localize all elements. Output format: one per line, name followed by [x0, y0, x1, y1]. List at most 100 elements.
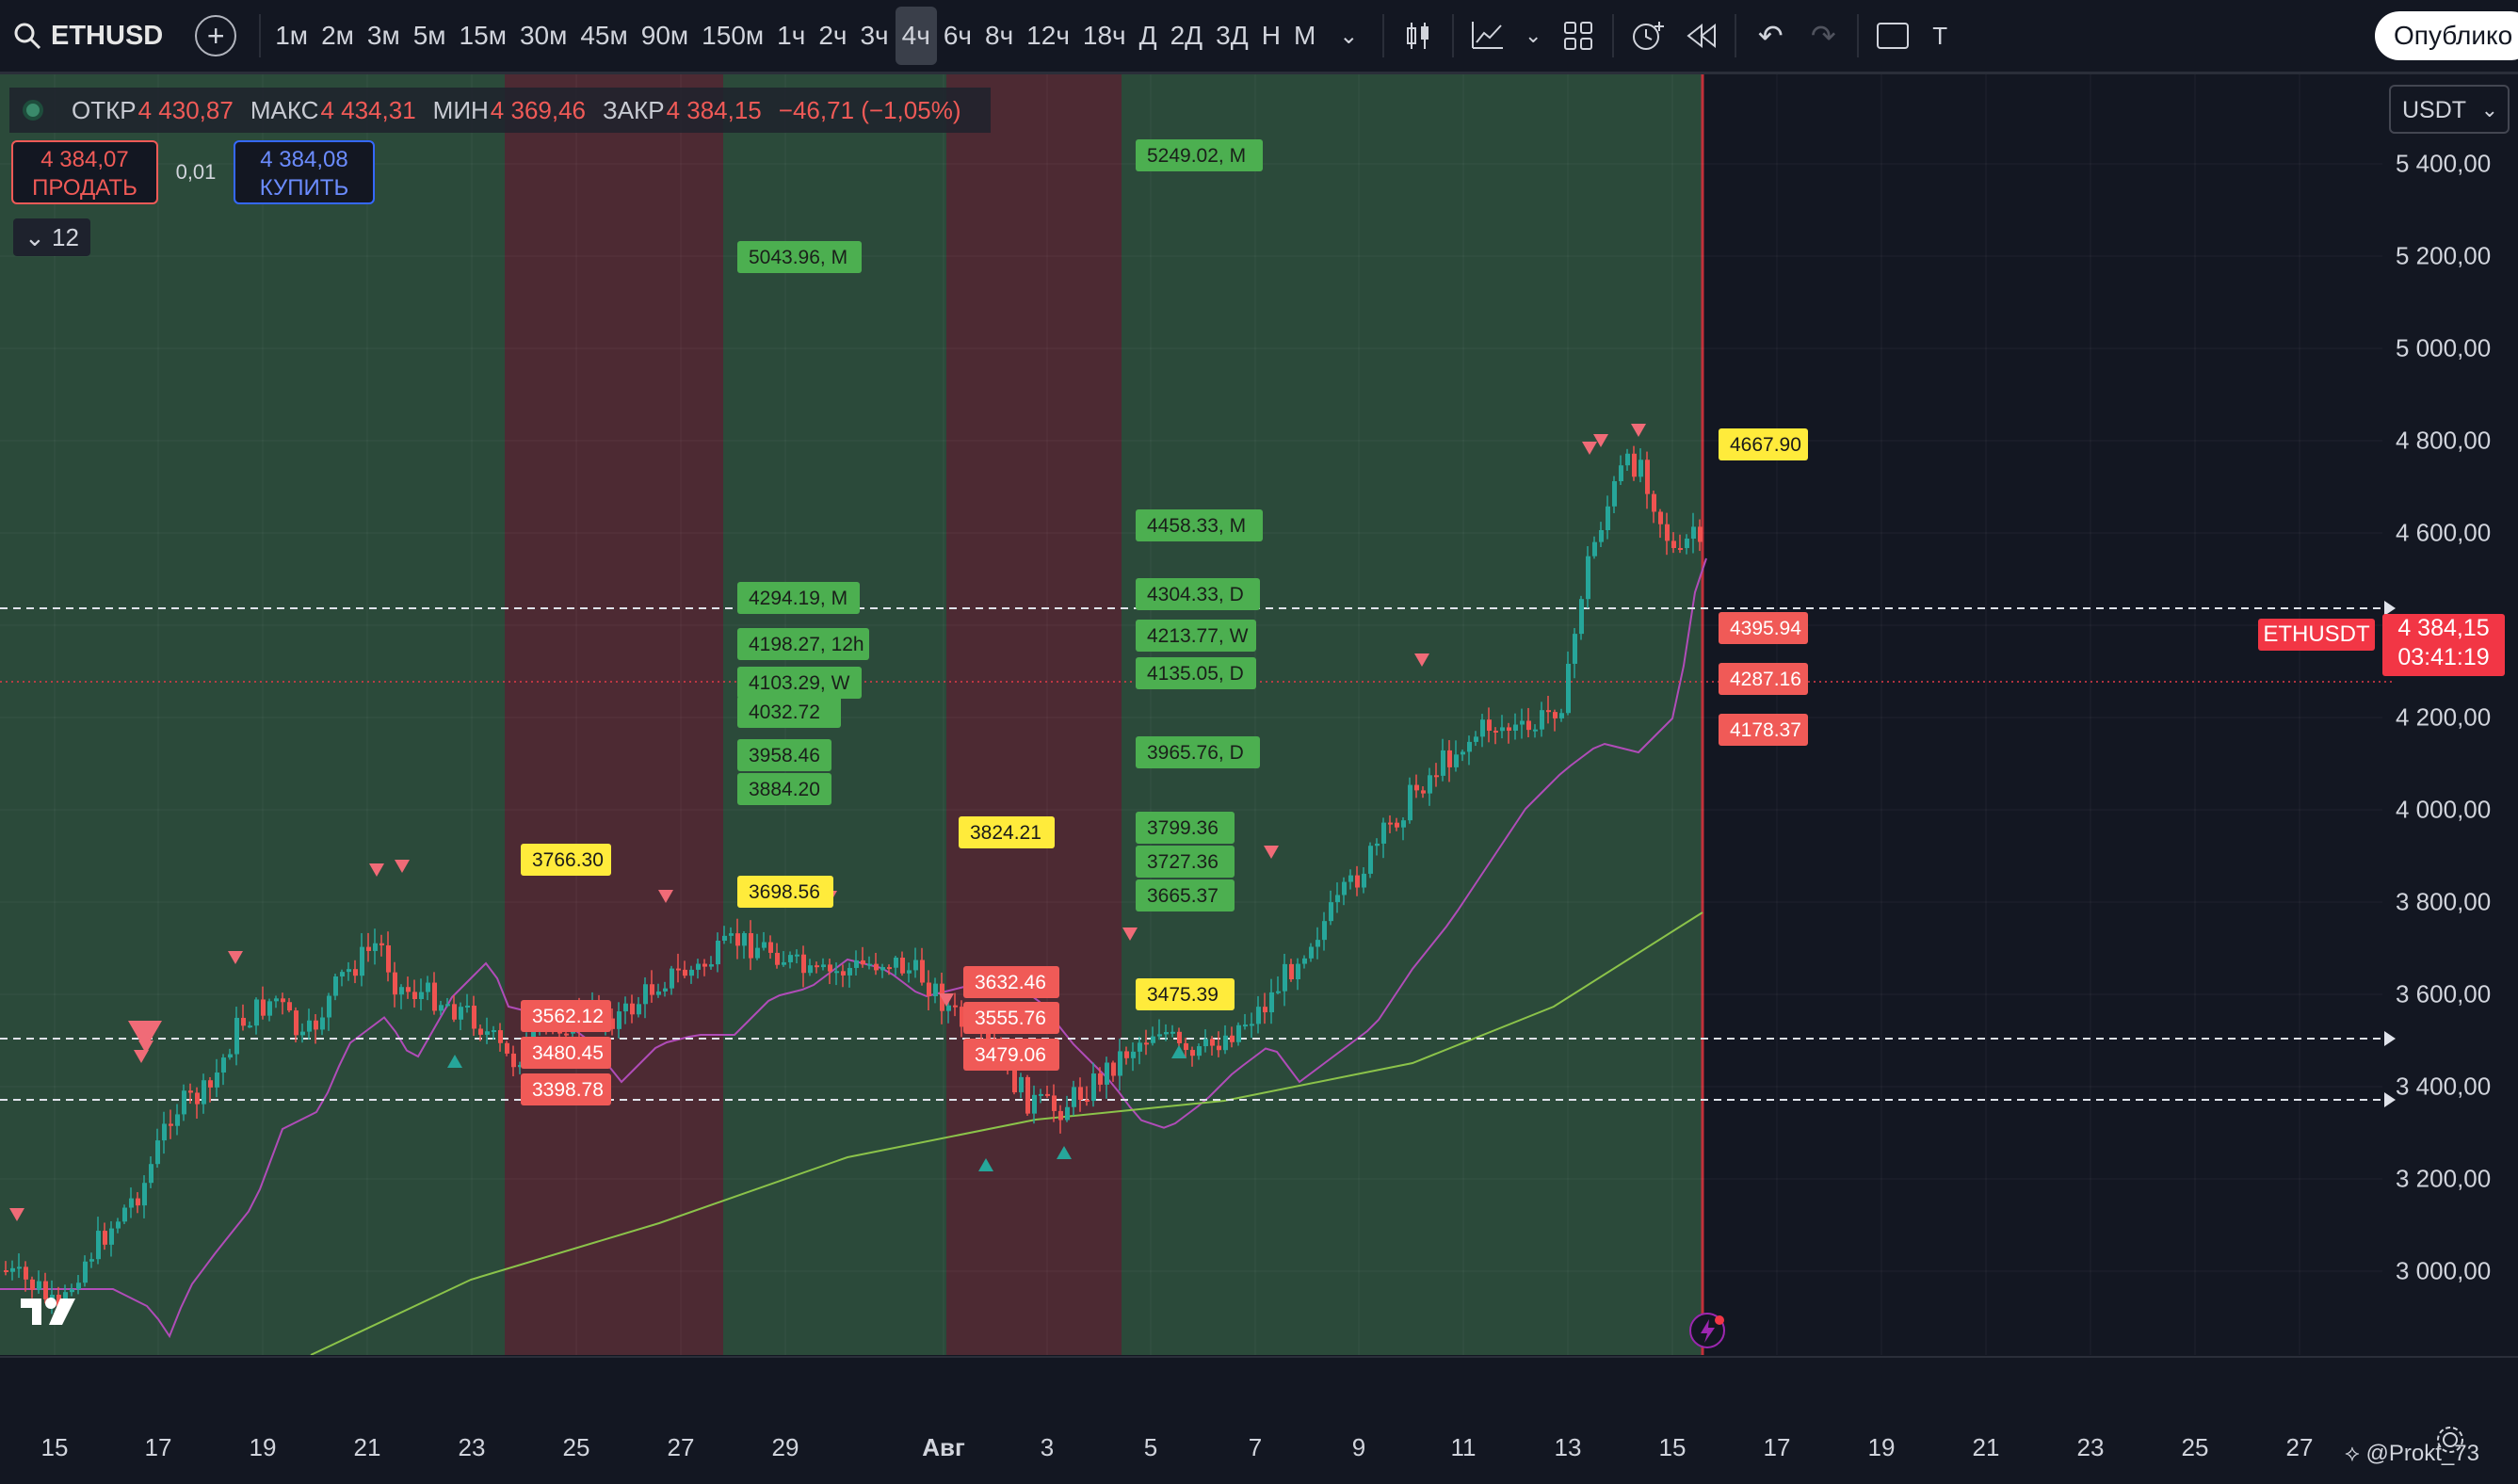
time-tick: Авг: [922, 1433, 965, 1461]
level-tag-text: 3884.20: [749, 779, 820, 800]
redo-icon[interactable]: ↷: [1810, 19, 1836, 53]
timeframe-16[interactable]: 18ч: [1082, 21, 1126, 50]
line-handle-icon[interactable]: [2384, 1092, 2396, 1107]
candle-body: [208, 1080, 213, 1088]
time-tick: 19: [249, 1433, 277, 1461]
timeframe-20[interactable]: Н: [1261, 21, 1281, 50]
level-tag-text: 3799.36: [1147, 817, 1219, 839]
price-tick: 3 800,00: [2396, 887, 2492, 916]
candle-body: [1447, 750, 1452, 767]
candle-body: [169, 1123, 173, 1126]
timeframe-21[interactable]: М: [1293, 21, 1316, 50]
indicators-icon[interactable]: [1461, 9, 1514, 62]
candle-body: [1368, 846, 1373, 874]
replay-icon[interactable]: [1674, 9, 1727, 62]
close-label: ЗАКР: [603, 95, 665, 124]
level-tag: 3766.30: [521, 844, 611, 876]
timeframe-8[interactable]: 150м: [702, 21, 765, 50]
settings-gear-icon[interactable]: [2434, 1424, 2466, 1456]
level-tag: 3479.06: [963, 1039, 1059, 1071]
time-tick: 23: [2076, 1433, 2105, 1461]
symbol-search[interactable]: ETHUSD: [0, 0, 180, 72]
candle-body: [89, 1259, 94, 1262]
candle-body: [874, 963, 879, 971]
timeframe-11[interactable]: 3ч: [860, 21, 889, 50]
lightning-icon[interactable]: [1689, 1313, 1725, 1348]
candle-body: [1019, 1076, 1024, 1093]
candle-body: [83, 1261, 88, 1283]
time-tick: 11: [1450, 1433, 1477, 1461]
candle-body: [162, 1123, 167, 1141]
alert-clock-icon[interactable]: [1622, 9, 1674, 62]
layout-grid-icon[interactable]: [1552, 9, 1605, 62]
timeframe-14[interactable]: 8ч: [985, 21, 1014, 50]
candles-icon[interactable]: [1392, 9, 1445, 62]
level-tag-box: [1719, 663, 1808, 695]
sell-signal-icon: [1122, 928, 1138, 941]
candle-body: [1157, 1034, 1162, 1037]
timeframe-3[interactable]: 5м: [412, 21, 446, 50]
price-tick: 3 400,00: [2396, 1072, 2492, 1101]
candle-body: [1052, 1095, 1057, 1111]
candle-body: [1414, 784, 1419, 791]
candle-body: [498, 1030, 503, 1043]
level-tag-text: 4213.77, W: [1147, 625, 1249, 647]
timeframe-7[interactable]: 90м: [640, 21, 689, 50]
price-tick: 5 400,00: [2396, 149, 2492, 178]
timeframe-9[interactable]: 1ч: [777, 21, 806, 50]
zone-green: [0, 74, 505, 1355]
candle-body: [1434, 775, 1439, 778]
candle-body: [1566, 663, 1571, 714]
candle-body: [564, 1033, 569, 1036]
buy-signal-icon: [978, 1158, 993, 1171]
price-chart[interactable]: 5249.02, M 5043.96, M 4458.33, M 4304.33, D…: [0, 74, 2518, 1355]
candle-body: [314, 1020, 318, 1030]
timeframe-0[interactable]: 1м: [275, 21, 309, 50]
timeframe-chevron-down-icon[interactable]: ⌄: [1339, 23, 1359, 49]
level-tag-box: [1136, 620, 1256, 652]
timeframe-1[interactable]: 2м: [321, 21, 354, 50]
candle-body: [37, 1281, 41, 1290]
timeframe-19[interactable]: 3Д: [1216, 21, 1249, 50]
candle-body: [1170, 1031, 1175, 1034]
sell-button[interactable]: 4 384,07 ПРОДАТЬ: [11, 140, 158, 204]
indicators-chevron-down-icon[interactable]: ⌄: [1525, 24, 1542, 47]
line-handle-icon[interactable]: [2384, 1031, 2396, 1046]
candle-body: [1105, 1062, 1109, 1085]
timeframe-2[interactable]: 3м: [366, 21, 400, 50]
timeframe-18[interactable]: 2Д: [1170, 21, 1203, 50]
candle-body: [96, 1231, 101, 1260]
level-tag: 3799.36: [1136, 812, 1235, 844]
undo-icon[interactable]: ↶: [1757, 19, 1784, 53]
level-tag-box: [1136, 657, 1256, 689]
timeframe-13[interactable]: 6ч: [943, 21, 972, 50]
timeframe-6[interactable]: 45м: [580, 21, 628, 50]
candle-body: [1579, 599, 1584, 635]
timeframe-12[interactable]: 4ч: [895, 7, 937, 65]
publish-button[interactable]: Опублико: [2375, 11, 2518, 60]
timeframe-10[interactable]: 2ч: [818, 21, 847, 50]
timeframe-4[interactable]: 15м: [459, 21, 507, 50]
candle-body: [623, 1003, 628, 1012]
candle-body: [261, 999, 266, 1016]
divider: [259, 14, 262, 57]
sell-signal-icon: [658, 890, 673, 903]
buy-button[interactable]: 4 384,08 КУПИТЬ: [234, 140, 375, 204]
candle-body: [1111, 1062, 1116, 1076]
line-handle-icon[interactable]: [2384, 601, 2396, 616]
candle-body: [1395, 822, 1399, 828]
candle-body: [439, 1005, 444, 1011]
indicators-collapse-button[interactable]: ⌄ 12: [13, 218, 90, 256]
candle-body: [1045, 1093, 1050, 1096]
candle-body: [1355, 875, 1360, 888]
candle-body: [1296, 963, 1300, 980]
currency-select[interactable]: USDT ⌄: [2389, 85, 2510, 134]
time-axis[interactable]: 15 17 19 21 23 25 27 29 Авг 3 5 7 9 11 13 15 17 19 21 23 25 2…: [0, 1356, 2518, 1484]
timeframe-17[interactable]: Д: [1138, 21, 1157, 50]
timeframe-5[interactable]: 30м: [519, 21, 568, 50]
compare-add-icon[interactable]: +: [195, 15, 237, 56]
timeframe-15[interactable]: 12ч: [1026, 21, 1070, 50]
candle-body: [795, 954, 799, 957]
fullscreen-icon[interactable]: [1866, 9, 1919, 62]
visibility-dot-icon[interactable]: [23, 100, 43, 121]
